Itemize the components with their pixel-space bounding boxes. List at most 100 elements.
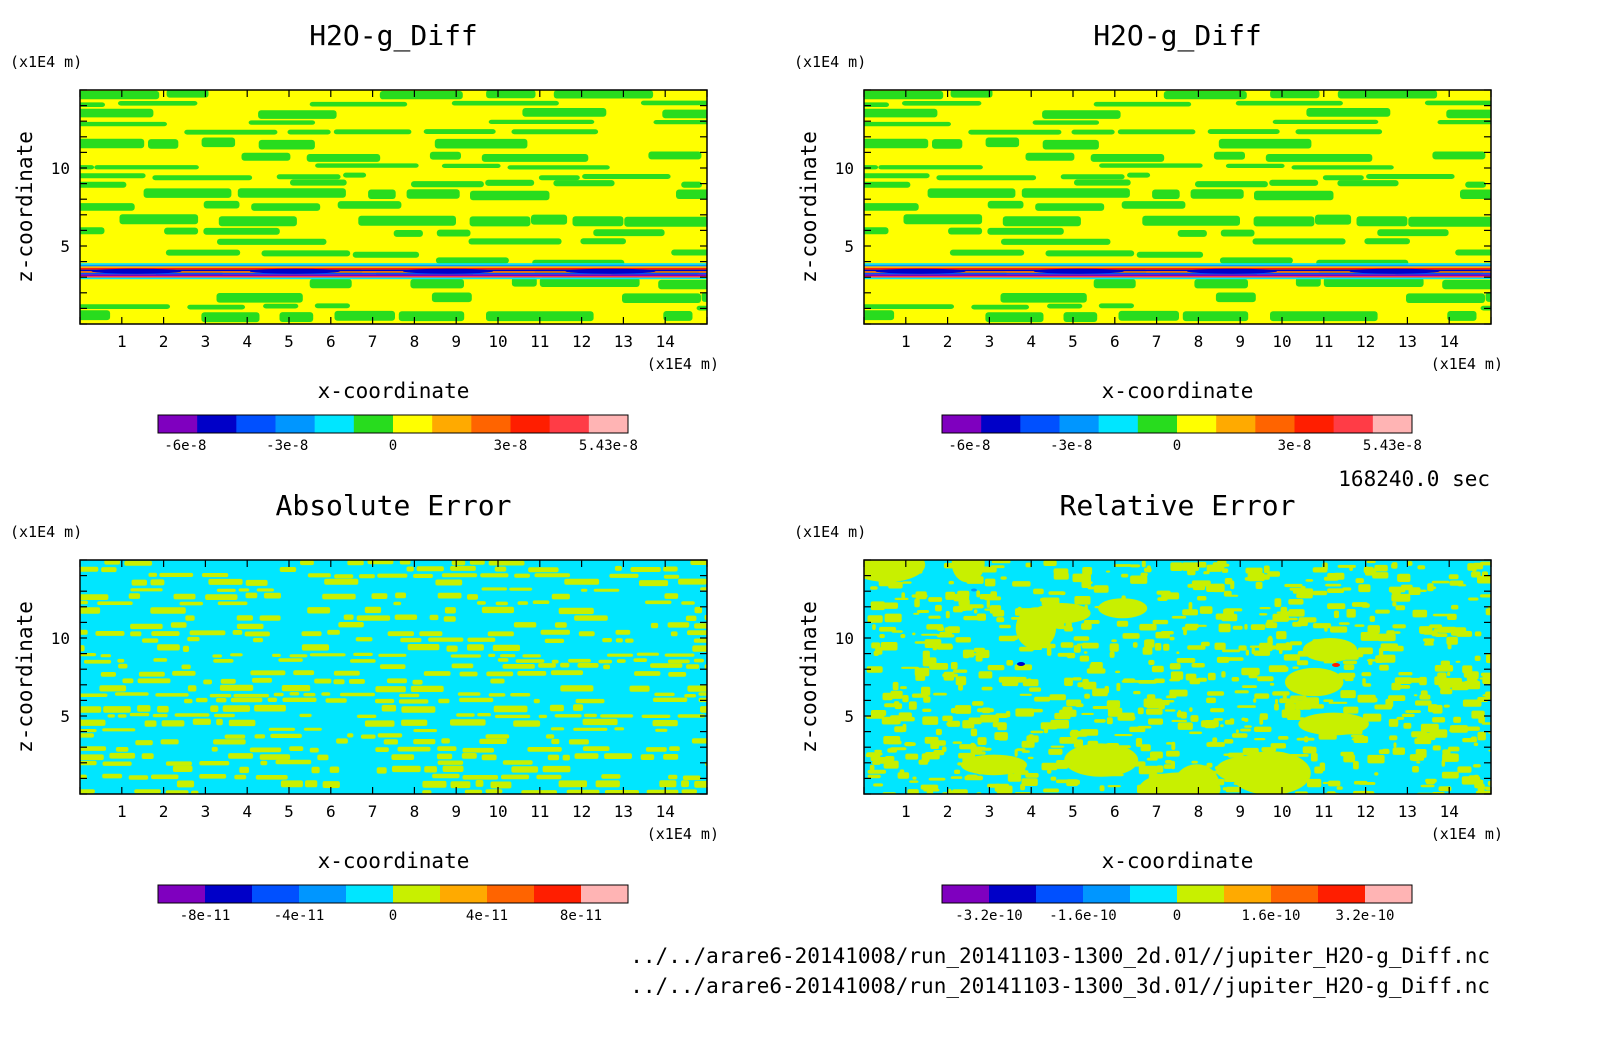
colorbar-tick-label: 0 [1173, 908, 1181, 924]
x-tick-label: 3 [985, 332, 995, 351]
y-tick-label: 5 [844, 237, 854, 256]
colorbar-swatch [1020, 415, 1060, 433]
file-path-2: ../../arare6-20141008/run_20141103-1300_… [630, 974, 1490, 998]
x-tick-label: 5 [1068, 802, 1078, 821]
y-tick-label: 5 [60, 707, 70, 726]
x-tick-label: 9 [451, 802, 461, 821]
colorbar-tick-label: -8e-11 [180, 908, 231, 924]
x-tick-label: 5 [284, 802, 294, 821]
y-axis-unit: (x1E4 m) [794, 53, 866, 71]
y-tick-label: 5 [60, 237, 70, 256]
x-tick-label: 3 [201, 332, 211, 351]
colorbar-swatch [393, 415, 433, 433]
x-axis-label: x-coordinate [1102, 379, 1254, 403]
contour-field [80, 560, 707, 794]
colorbar-tick-label: -3e-8 [1050, 438, 1092, 454]
x-tick-label: 4 [242, 802, 252, 821]
footer: 168240.0 sec ../../arare6-20141008/run_20… [630, 467, 1490, 998]
x-tick-label: 3 [985, 802, 995, 821]
x-axis-unit: (x1E4 m) [1431, 355, 1503, 373]
colorbar: -3.2e-10 -1.6e-10 0 1.6e-10 3.2e-10 [941, 884, 1413, 924]
file-path-1: ../../arare6-20141008/run_20141103-1300_… [630, 944, 1490, 968]
colorbar-swatch [1271, 885, 1319, 903]
colorbar-swatch [549, 415, 590, 433]
colorbar-tick-label: -6e-8 [164, 438, 206, 454]
x-tick-label: 1 [117, 332, 127, 351]
y-axis-unit: (x1E4 m) [794, 523, 866, 541]
x-axis-unit: (x1E4 m) [647, 355, 719, 373]
colorbar-swatch [1365, 885, 1413, 903]
colorbar-swatch [1098, 415, 1139, 433]
colorbar-tick-label: 1.6e-10 [1241, 908, 1300, 924]
x-tick-label: 8 [410, 332, 420, 351]
x-tick-label: 3 [201, 802, 211, 821]
x-tick-label: 6 [326, 332, 336, 351]
contour-field [80, 90, 707, 324]
colorbar-swatch [252, 885, 300, 903]
x-axis-label: x-coordinate [318, 849, 470, 873]
x-tick-label: 10 [1272, 332, 1291, 351]
colorbar-tick-label: 3e-8 [494, 438, 528, 454]
x-axis-unit: (x1E4 m) [1431, 825, 1503, 843]
colorbar-swatch [588, 415, 629, 433]
x-tick-label: 1 [901, 802, 911, 821]
plot-frame [79, 89, 708, 325]
x-tick-label: 1 [117, 802, 127, 821]
x-tick-label: 13 [1398, 332, 1417, 351]
chart-panel-4: Relative Error(x1E4 m)1 2 3 4 5 6 7 8 9 10 11 12 13 1… [794, 489, 1503, 924]
colorbar-swatch [236, 415, 276, 433]
colorbar-swatch [1083, 885, 1131, 903]
x-tick-label: 1 [901, 332, 911, 351]
x-tick-label: 13 [1398, 802, 1417, 821]
colorbar-tick-label: -3.2e-10 [955, 908, 1022, 924]
y-tick-label: 5 [844, 707, 854, 726]
colorbar-swatch [440, 885, 488, 903]
x-tick-label: 2 [943, 332, 953, 351]
x-tick-label: 9 [1235, 332, 1245, 351]
colorbar-swatch [471, 415, 511, 433]
x-tick-label: 13 [614, 332, 633, 351]
colorbar-swatch [353, 415, 394, 433]
x-tick-label: 7 [1152, 332, 1162, 351]
plot-frame [863, 559, 1492, 795]
chart-title: H2O-g_Diff [309, 19, 478, 53]
x-tick-label: 5 [284, 332, 294, 351]
x-tick-label: 12 [1356, 802, 1375, 821]
x-axis-label: x-coordinate [1102, 849, 1254, 873]
colorbar-swatch [989, 885, 1037, 903]
x-tick-label: 11 [530, 332, 549, 351]
x-tick-label: 7 [368, 802, 378, 821]
x-tick-label: 14 [1440, 332, 1459, 351]
x-tick-label: 6 [1110, 802, 1120, 821]
colorbar-swatch [197, 415, 237, 433]
x-tick-label: 11 [530, 802, 549, 821]
x-tick-label: 8 [1194, 332, 1204, 351]
colorbar-swatch [1333, 415, 1374, 433]
x-tick-label: 12 [572, 802, 591, 821]
colorbar-swatch [1224, 885, 1272, 903]
plot-frame [863, 89, 1492, 325]
colorbar-swatch [1036, 885, 1084, 903]
colorbar-swatch [299, 885, 347, 903]
x-tick-label: 13 [614, 802, 633, 821]
chart-panel-3: Absolute Error(x1E4 m)1 2 3 4 5 6 7 8 9 10 11 12 13 1… [10, 489, 719, 924]
colorbar-tick-label: 0 [389, 908, 397, 924]
colorbar-swatch [581, 885, 629, 903]
colorbar-swatch [487, 885, 535, 903]
chart-title: Absolute Error [275, 489, 511, 522]
colorbar-swatch [942, 415, 982, 433]
y-tick-label: 10 [835, 629, 854, 648]
chart-title: Relative Error [1059, 489, 1295, 522]
x-tick-label: 4 [1026, 802, 1036, 821]
colorbar-swatch [1137, 415, 1178, 433]
x-tick-label: 7 [1152, 802, 1162, 821]
colorbar-tick-label: 5.43e-8 [579, 438, 638, 454]
colorbar: -6e-8 -3e-8 0 3e-8 5.43e-8 [941, 414, 1422, 454]
x-tick-label: 11 [1314, 332, 1333, 351]
x-tick-label: 14 [656, 332, 675, 351]
x-tick-label: 10 [1272, 802, 1291, 821]
colorbar-swatch [275, 415, 315, 433]
